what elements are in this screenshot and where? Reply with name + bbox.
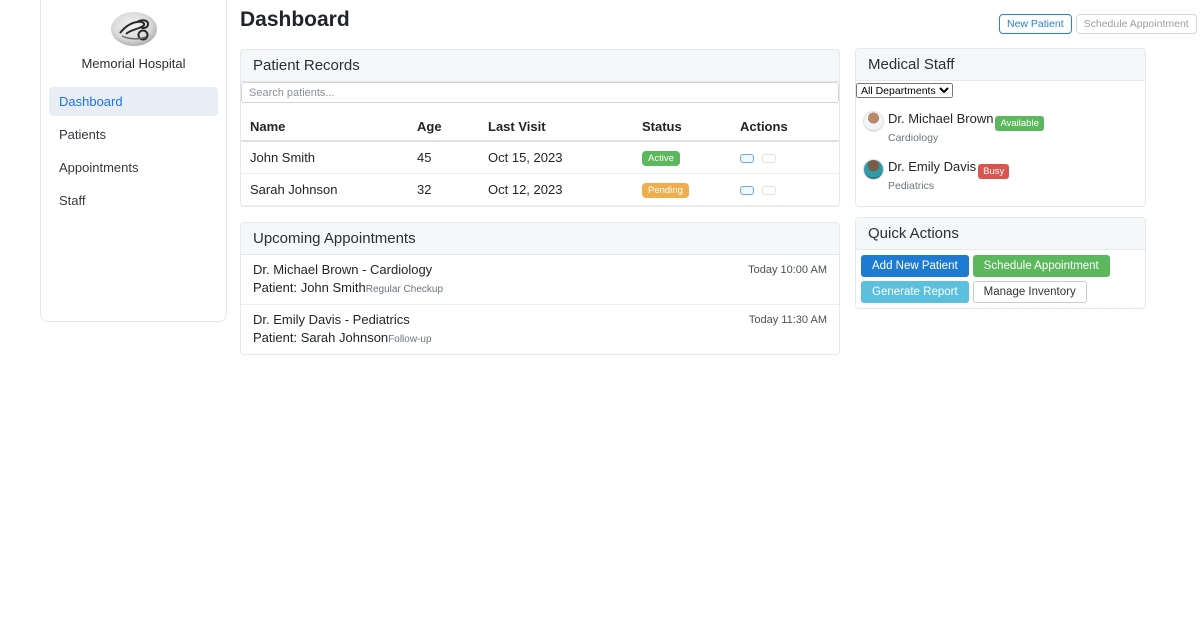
manage-inventory-button[interactable]: Manage Inventory [972, 281, 1087, 303]
schedule-appointment-button[interactable]: Schedule Appointment [1075, 14, 1197, 34]
sidebar-item-staff[interactable]: Staff [59, 193, 86, 208]
edit-patient-button[interactable] [761, 154, 776, 164]
sidebar-item-appointments[interactable]: Appointments [59, 160, 139, 175]
department-filter-select[interactable]: All Departments [856, 83, 953, 98]
staff-status-badge: Busy [978, 164, 1010, 179]
staff-status-badge: Available [995, 116, 1044, 131]
staff-department: Cardiology [888, 132, 939, 144]
patient-table: Name Age Last Visit Status Actions John … [241, 113, 839, 206]
sidebar-nav: Dashboard Patients Appointments Staff [49, 87, 218, 215]
new-patient-button[interactable]: New Patient [999, 14, 1072, 34]
hospital-name: Memorial Hospital [81, 56, 186, 71]
sidebar-item-patients[interactable]: Patients [59, 127, 106, 142]
patient-last-visit: Oct 12, 2023 [479, 173, 633, 206]
column-status: Status [633, 113, 731, 142]
column-name: Name [241, 113, 408, 142]
list-item: Dr. Emily Davis - Pediatrics Patient: Sa… [241, 305, 839, 354]
patient-last-visit: Oct 15, 2023 [479, 141, 633, 174]
appointment-note: Follow-up [388, 334, 432, 345]
sidebar-item-dashboard[interactable]: Dashboard [49, 87, 218, 116]
staff-name: Dr. Michael Brown Available [888, 111, 1044, 131]
appointment-time: Today 11:30 AM [748, 314, 827, 326]
view-patient-button[interactable] [740, 154, 754, 164]
appointment-note: Regular Checkup [365, 284, 443, 295]
appointment-time: Today 10:00 AM [748, 264, 827, 276]
patient-table-header: Name Age Last Visit Status Actions [241, 113, 839, 142]
patient-name: John Smith [241, 141, 408, 174]
view-patient-button[interactable] [740, 186, 754, 196]
upcoming-appointments-card: Upcoming Appointments Dr. Michael Brown … [240, 222, 840, 355]
upcoming-appointments-title: Upcoming Appointments [241, 223, 839, 255]
staff-avatar [863, 159, 884, 180]
main-content: Dashboard Patient Records Name Age Last … [240, 0, 840, 355]
table-row: John Smith 45 Oct 15, 2023 Active [241, 141, 839, 174]
schedule-appointment-quick-button[interactable]: Schedule Appointment [972, 255, 1110, 277]
patient-age: 45 [408, 141, 479, 174]
staff-list: Dr. Michael Brown Available Cardiology Dr… [856, 99, 1145, 206]
list-item: Dr. Emily Davis Busy Pediatrics [863, 159, 1138, 192]
appointment-patient: Patient: Sarah JohnsonFollow-up [253, 330, 432, 345]
edit-patient-button[interactable] [761, 186, 776, 196]
generate-report-button[interactable]: Generate Report [861, 281, 969, 303]
staff-name: Dr. Emily Davis Busy [888, 159, 1010, 179]
appointment-doctor: Dr. Michael Brown - Cardiology [253, 262, 433, 277]
patient-name: Sarah Johnson [241, 173, 408, 206]
table-row: Sarah Johnson 32 Oct 12, 2023 Pending [241, 173, 839, 206]
page-title: Dashboard [240, 8, 350, 31]
appointment-patient: Patient: John SmithRegular Checkup [253, 280, 443, 295]
patient-records-title: Patient Records [241, 50, 839, 82]
appointment-doctor: Dr. Emily Davis - Pediatrics [253, 312, 410, 327]
staff-avatar [863, 111, 884, 132]
search-input[interactable] [241, 82, 839, 103]
status-badge: Active [642, 151, 680, 166]
list-item: Dr. Michael Brown - Cardiology Patient: … [241, 255, 839, 305]
quick-actions-title: Quick Actions [856, 218, 1145, 250]
patient-records-card: Patient Records Name Age Last Visit Stat… [240, 49, 840, 207]
column-actions: Actions [731, 113, 839, 142]
medical-staff-title: Medical Staff [856, 49, 1145, 81]
hospital-logo [49, 8, 218, 53]
quick-actions-buttons: Add New Patient Schedule Appointment Gen… [856, 250, 1145, 308]
patient-age: 32 [408, 173, 479, 206]
add-new-patient-button[interactable]: Add New Patient [861, 255, 969, 277]
list-item: Dr. Michael Brown Available Cardiology [863, 111, 1138, 144]
column-last-visit: Last Visit [479, 113, 633, 142]
right-column: Medical Staff All Departments Dr. Michae… [855, 48, 1146, 309]
sidebar: Memorial Hospital Dashboard Patients App… [40, 0, 227, 322]
medical-staff-card: Medical Staff All Departments Dr. Michae… [855, 48, 1146, 207]
staff-department: Pediatrics [888, 180, 935, 192]
column-age: Age [408, 113, 479, 142]
quick-actions-card: Quick Actions Add New Patient Schedule A… [855, 217, 1146, 309]
header-actions: New Patient Schedule Appointment [999, 14, 1197, 34]
status-badge: Pending [642, 183, 689, 198]
